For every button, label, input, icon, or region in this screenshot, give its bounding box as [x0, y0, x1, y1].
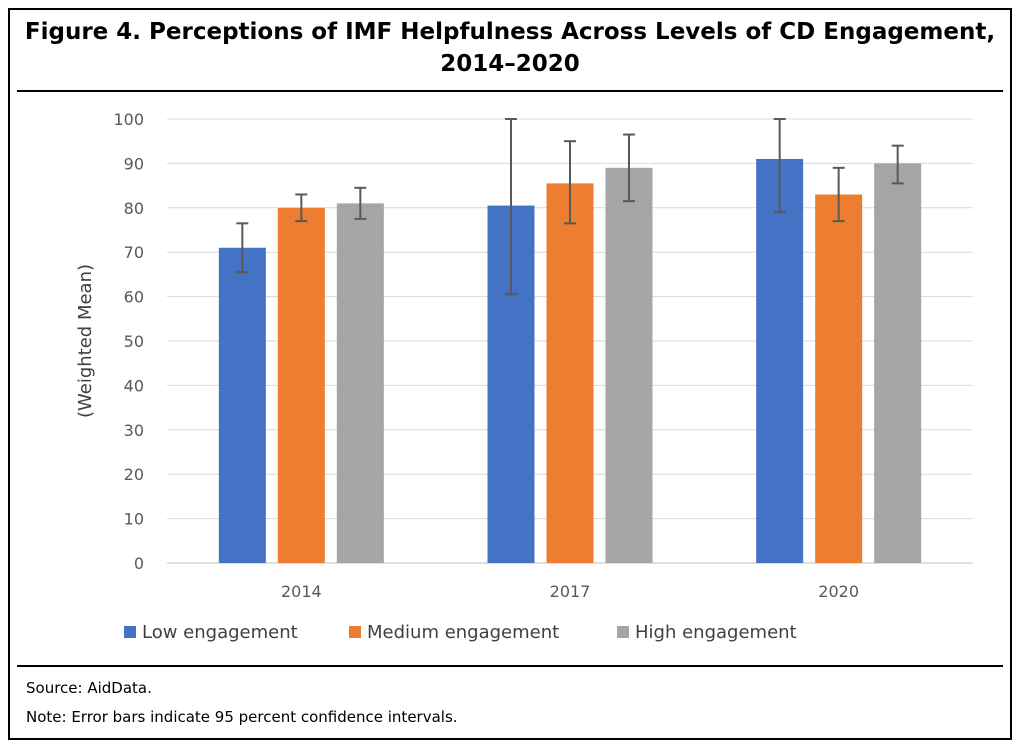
legend-swatch [349, 626, 361, 638]
y-tick-label: 0 [134, 554, 144, 573]
bar-high-engagement-2014 [336, 203, 384, 564]
bar-medium-engagement-2017 [546, 183, 594, 563]
x-axis-categories: 2014 2017 2020 [281, 582, 859, 601]
error-bars [236, 118, 904, 296]
bars [218, 158, 922, 564]
y-tick-label: 40 [124, 376, 144, 395]
legend: Low engagement Medium engagement High enga… [124, 622, 797, 643]
y-tick-label: 90 [124, 154, 144, 173]
y-tick-label: 10 [124, 510, 144, 529]
figure-title-line1: Figure 4. Perceptions of IMF Helpfulness… [24, 19, 996, 45]
error-bar-note: Note: Error bars indicate 95 percent con… [26, 708, 458, 726]
chart-container: 0 10 20 30 40 50 60 70 80 90 100 2014 2017 2020 (Wei… [17, 90, 1003, 667]
y-tick-label: 60 [124, 288, 144, 307]
y-tick-label: 80 [124, 199, 144, 218]
legend-swatch [617, 626, 629, 638]
figure-title: Figure 4. Perceptions of IMF Helpfulness… [10, 16, 1010, 80]
legend-label: High engagement [635, 622, 797, 643]
y-tick-label: 70 [124, 243, 144, 262]
legend-swatch [124, 626, 136, 638]
figure-frame: Figure 4. Perceptions of IMF Helpfulness… [8, 8, 1012, 740]
bar-chart: 0 10 20 30 40 50 60 70 80 90 100 2014 2017 2020 (Wei… [75, 110, 973, 643]
bar-medium-engagement-2014 [277, 207, 325, 564]
bar-low-engagement-2014 [218, 247, 266, 563]
y-axis-ticks: 0 10 20 30 40 50 60 70 80 90 100 [113, 110, 144, 573]
y-axis-title: (Weighted Mean) [75, 264, 96, 418]
y-tick-label: 30 [124, 421, 144, 440]
figure-title-line2: 2014–2020 [440, 51, 580, 77]
x-category-label: 2020 [818, 582, 859, 601]
x-category-label: 2017 [550, 582, 591, 601]
source-note: Source: AidData. [26, 679, 152, 697]
y-tick-label: 100 [113, 110, 144, 129]
y-tick-label: 50 [124, 332, 144, 351]
legend-label: Low engagement [142, 622, 298, 643]
bar-low-engagement-2020 [756, 158, 804, 563]
legend-label: Medium engagement [367, 622, 559, 643]
bar-high-engagement-2017 [605, 167, 653, 563]
bar-medium-engagement-2020 [815, 194, 863, 563]
y-tick-label: 20 [124, 465, 144, 484]
x-category-label: 2014 [281, 582, 322, 601]
bar-high-engagement-2020 [874, 163, 922, 563]
